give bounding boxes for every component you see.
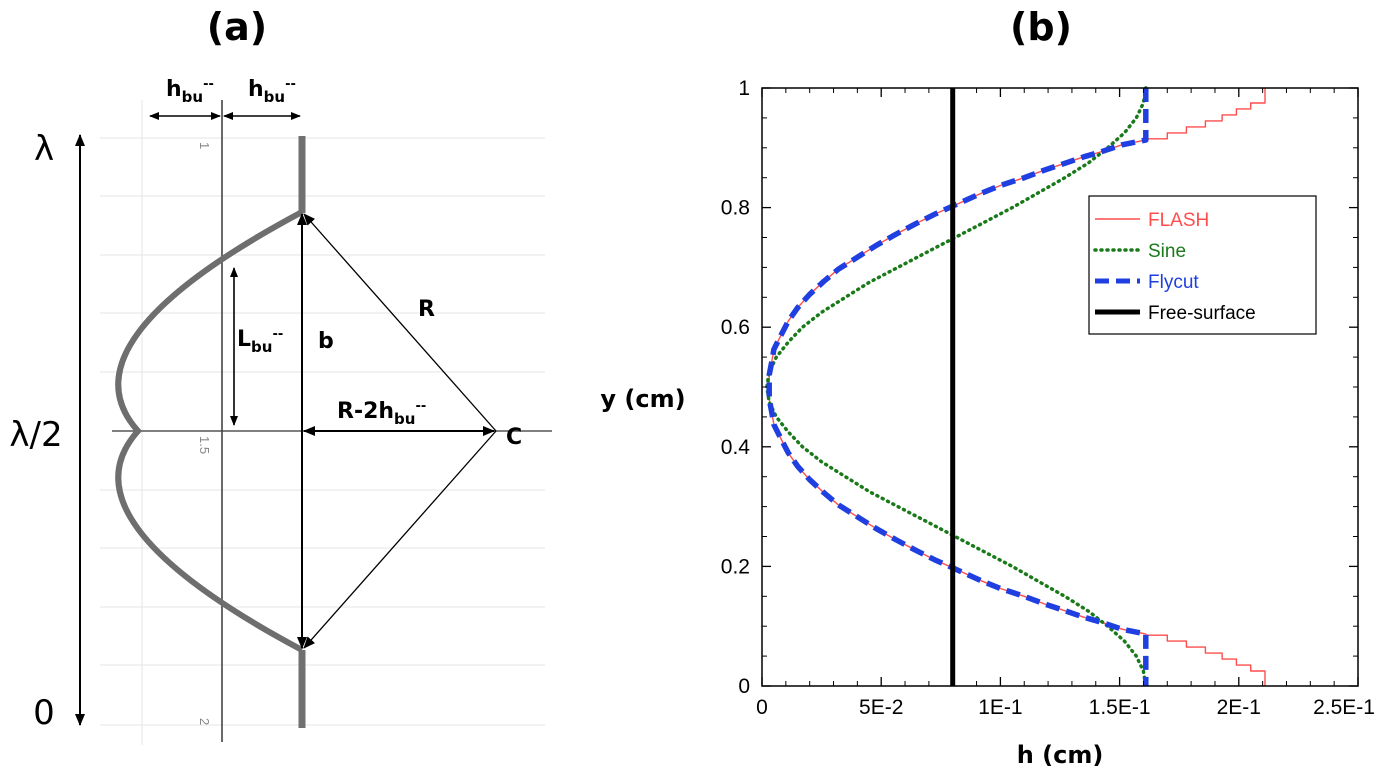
- y-tick-label: 0: [738, 675, 750, 698]
- y-tick-label: 0.8: [721, 197, 750, 220]
- x-tick-label: 1.5E-1: [1089, 696, 1151, 719]
- c-label: C: [506, 425, 522, 450]
- panel-a-diagram: (a) λ λ/2 0 b: [9, 5, 552, 745]
- panel-b-chart: (b) 0 5E-2 1E-1 1.5E-1 2E-1 2.5E-1 0 0.2 0.4 0.6…: [600, 5, 1375, 769]
- series-line-flycut: [766, 88, 1149, 686]
- x-tick-label: 0: [756, 696, 768, 719]
- legend-label: FLASH: [1148, 210, 1209, 231]
- y-tick-label: 0.4: [721, 436, 751, 459]
- r-label: R: [418, 297, 435, 322]
- y-tick-label: 0.2: [721, 555, 750, 578]
- lambda-label: λ: [34, 129, 54, 169]
- h-label-right: hbu--: [248, 77, 296, 106]
- x-tick-label: 1E-1: [978, 696, 1022, 719]
- plot-frame: [761, 87, 1359, 687]
- r-line-top: [303, 213, 497, 432]
- lambda-half-label: λ/2: [9, 415, 62, 455]
- zero-label: 0: [33, 693, 55, 733]
- legend-label: Sine: [1148, 241, 1186, 262]
- panel-a-label: (a): [207, 5, 267, 49]
- l-label: Lbu--: [237, 327, 283, 356]
- plot-area: [765, 86, 1266, 688]
- bubble-arc: [115, 209, 304, 653]
- faint-grid: [100, 100, 545, 745]
- series-line-sine: [765, 86, 1148, 688]
- y-axis: 0 0.2 0.4 0.6 0.8 1: [721, 77, 1358, 698]
- r-minus-label: R-2hbu--: [337, 399, 426, 428]
- h-label-left: hbu--: [166, 77, 214, 106]
- faint-tick-2: 2: [197, 718, 212, 725]
- x-axis: 0 5E-2 1E-1 1.5E-1 2E-1 2.5E-1: [756, 88, 1375, 719]
- legend: FLASH Sine Flycut Free-surface: [1088, 195, 1317, 335]
- b-label: b: [318, 329, 334, 354]
- faint-tick-1: 1: [197, 142, 212, 149]
- legend-label: Flycut: [1148, 272, 1199, 293]
- r-line-bottom: [303, 430, 497, 649]
- x-axis-title: h (cm): [1017, 741, 1104, 769]
- faint-tick-1-5: 1.5: [197, 436, 212, 454]
- x-tick-label: 2E-1: [1217, 696, 1261, 719]
- y-tick-label: 1: [738, 77, 750, 100]
- y-axis-title: y (cm): [600, 385, 685, 413]
- x-tick-label: 2.5E-1: [1313, 696, 1375, 719]
- y-tick-label: 0.6: [721, 316, 750, 339]
- legend-label: Free-surface: [1148, 303, 1256, 324]
- panel-b-label: (b): [1010, 5, 1072, 49]
- x-tick-label: 5E-2: [859, 696, 903, 719]
